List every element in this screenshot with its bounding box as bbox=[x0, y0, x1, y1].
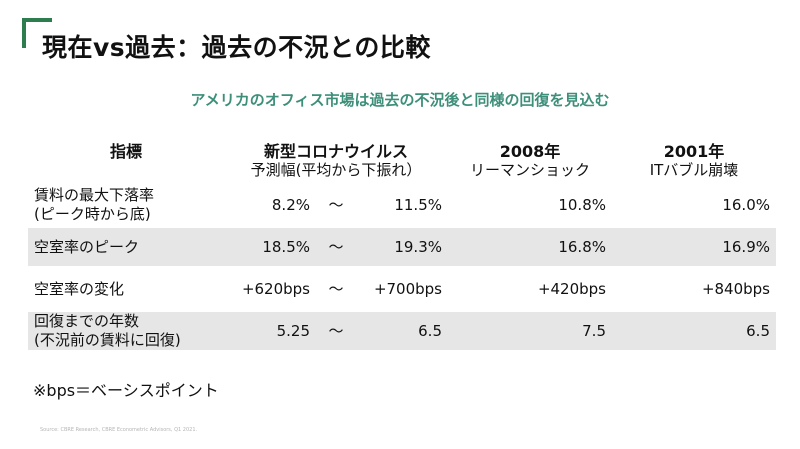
table-row-rent-decline: 賃料の最大下落率 (ピーク時から底) 8.2% ～ 11.5% 10.8% 16… bbox=[28, 186, 776, 224]
gfc-cell: +420bps bbox=[537, 279, 606, 298]
covid-low-cell: 18.5% bbox=[224, 228, 316, 266]
range-separator: ～ bbox=[316, 228, 356, 266]
covid-low-cell: 5.25 bbox=[224, 312, 316, 350]
dotcom-cell: 16.9% bbox=[612, 228, 776, 266]
header-2001-subtitle: ITバブル崩壊 bbox=[649, 161, 739, 179]
range-separator: ～ bbox=[316, 312, 356, 350]
gfc-cell: 7.5 bbox=[448, 312, 612, 350]
row-label: 空室率の変化 bbox=[34, 279, 125, 298]
source-note: Source: CBRE Research, CBRE Econometric … bbox=[40, 427, 198, 433]
covid-low-cell: 8.2% bbox=[271, 195, 310, 214]
covid-high-cell: 6.5 bbox=[356, 312, 448, 350]
corner-accent-mark bbox=[22, 18, 52, 48]
header-2001-title: 2001年 bbox=[663, 142, 725, 161]
dotcom-cell: +840bps bbox=[701, 279, 770, 298]
slide-title: 現在vs過去：過去の不況との比較 bbox=[42, 33, 431, 62]
covid-high-cell: 11.5% bbox=[394, 195, 442, 214]
range-separator: ～ bbox=[328, 279, 344, 298]
table-header-row: 指標 新型コロナウイルス 予測幅(平均から下振れ） 2008年 リーマンショック… bbox=[28, 142, 776, 182]
header-covid-subtitle: 予測幅(平均から下振れ） bbox=[250, 161, 422, 179]
row-label: 回復までの年数 (不況前の賃料に回復) bbox=[28, 312, 224, 350]
slide-subtitle: アメリカのオフィス市場は過去の不況後と同様の回復を見込む bbox=[190, 91, 610, 109]
footnote: ※bps＝ベーシスポイント bbox=[33, 381, 219, 400]
gfc-cell: 16.8% bbox=[448, 228, 612, 266]
covid-low-cell: +620bps bbox=[241, 279, 310, 298]
dotcom-cell: 16.0% bbox=[722, 195, 770, 214]
header-indicator: 指標 bbox=[109, 142, 142, 161]
comparison-table: 指標 新型コロナウイルス 予測幅(平均から下振れ） 2008年 リーマンショック… bbox=[28, 138, 776, 354]
header-2008-subtitle: リーマンショック bbox=[469, 161, 590, 179]
covid-high-cell: +700bps bbox=[373, 279, 442, 298]
header-covid: 新型コロナウイルス 予測幅(平均から下振れ） bbox=[224, 142, 448, 182]
table-row-recovery-years: 回復までの年数 (不況前の賃料に回復) 5.25 ～ 6.5 7.5 6.5 bbox=[28, 312, 776, 350]
header-2008-title: 2008年 bbox=[499, 142, 561, 161]
gfc-cell: 10.8% bbox=[558, 195, 606, 214]
header-2001: 2001年 ITバブル崩壊 bbox=[612, 142, 776, 182]
table-row-vacancy-peak: 空室率のピーク 18.5% ～ 19.3% 16.8% 16.9% bbox=[28, 228, 776, 266]
dotcom-cell: 6.5 bbox=[612, 312, 776, 350]
header-2008: 2008年 リーマンショック bbox=[448, 142, 612, 182]
header-covid-title: 新型コロナウイルス bbox=[263, 142, 408, 161]
range-separator: ～ bbox=[328, 195, 344, 214]
row-label: 賃料の最大下落率 (ピーク時から底) bbox=[34, 186, 155, 223]
covid-high-cell: 19.3% bbox=[356, 228, 448, 266]
row-label: 空室率のピーク bbox=[28, 228, 224, 266]
table-row-vacancy-change: 空室率の変化 +620bps ～ +700bps +420bps +840bps bbox=[28, 270, 776, 308]
